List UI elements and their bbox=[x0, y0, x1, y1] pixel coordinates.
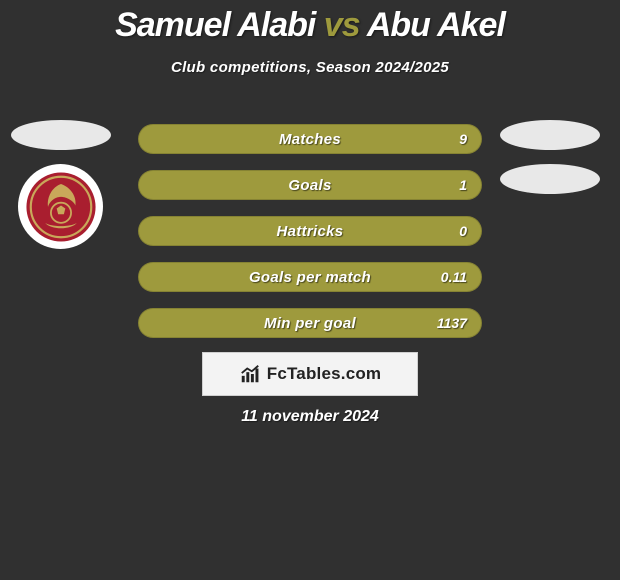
player1-photo-placeholder bbox=[11, 120, 111, 150]
stat-label: Min per goal bbox=[264, 315, 356, 332]
stats-container: Matches 9 Goals 1 Hattricks 0 Goals per … bbox=[138, 124, 482, 354]
brand-box: FcTables.com bbox=[202, 352, 418, 396]
player2-club-placeholder bbox=[500, 164, 600, 194]
club-badge bbox=[18, 164, 103, 249]
title-player1: Samuel Alabi bbox=[115, 6, 315, 44]
stat-label: Goals bbox=[288, 177, 331, 194]
chart-icon bbox=[239, 363, 261, 385]
stat-label: Matches bbox=[279, 131, 341, 148]
stat-label: Goals per match bbox=[249, 269, 371, 286]
right-column bbox=[500, 120, 600, 208]
stat-value: 1 bbox=[459, 177, 467, 193]
stat-row-hattricks: Hattricks 0 bbox=[138, 216, 482, 246]
stat-row-min-per-goal: Min per goal 1137 bbox=[138, 308, 482, 338]
stat-value: 0 bbox=[459, 223, 467, 239]
stat-row-matches: Matches 9 bbox=[138, 124, 482, 154]
page-title: Samuel Alabi vs Abu Akel bbox=[0, 0, 620, 45]
stat-row-goals: Goals 1 bbox=[138, 170, 482, 200]
subtitle: Club competitions, Season 2024/2025 bbox=[0, 59, 620, 76]
brand-text: FcTables.com bbox=[267, 364, 382, 384]
player2-photo-placeholder bbox=[500, 120, 600, 150]
title-player2: Abu Akel bbox=[367, 6, 505, 44]
title-vs: vs bbox=[324, 6, 360, 44]
stat-value: 0.11 bbox=[441, 269, 467, 285]
date-line: 11 november 2024 bbox=[0, 408, 620, 426]
stat-value: 9 bbox=[459, 131, 467, 147]
stat-row-goals-per-match: Goals per match 0.11 bbox=[138, 262, 482, 292]
stat-value: 1137 bbox=[437, 315, 467, 331]
left-column bbox=[8, 120, 113, 249]
stat-label: Hattricks bbox=[277, 223, 344, 240]
club-badge-icon bbox=[25, 171, 97, 243]
